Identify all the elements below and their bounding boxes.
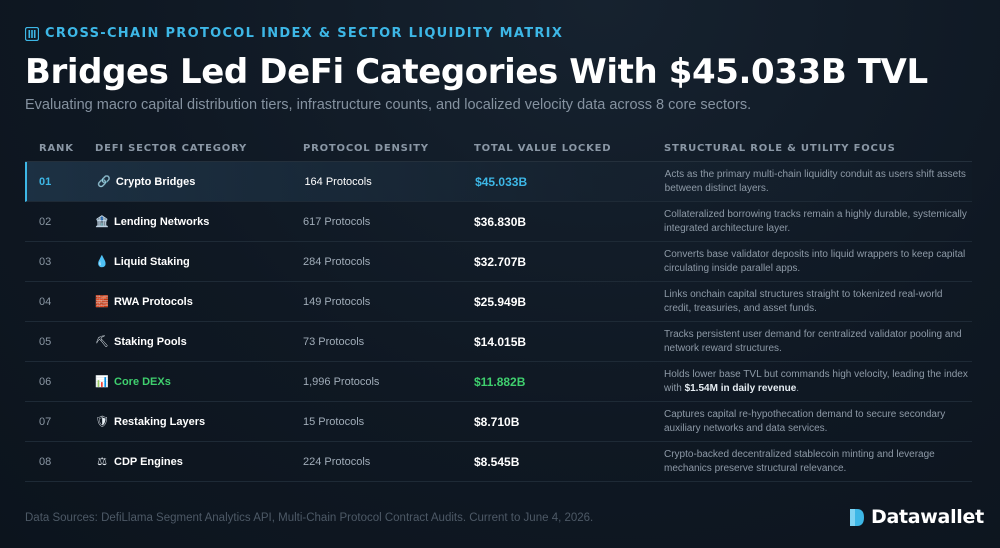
category-cell: 🧱 RWA Protocols	[95, 295, 303, 309]
category-label: Lending Networks	[114, 215, 210, 228]
category-label: RWA Protocols	[114, 295, 193, 308]
density-cell: 224 Protocols	[303, 455, 371, 468]
rank-cell: 07	[39, 415, 52, 428]
bank-icon: 🏦	[95, 216, 109, 228]
bar-chart-icon: 📊	[95, 376, 109, 388]
role-cell: Tracks persistent user demand for centra…	[664, 328, 962, 354]
datawallet-logo-icon	[850, 508, 864, 526]
table-row[interactable]: 03 💧 Liquid Staking 284 Protocols $32.70…	[25, 242, 972, 282]
category-cell: 🏦 Lending Networks	[95, 215, 303, 229]
column-header-rank: RANK	[39, 143, 74, 154]
table-row[interactable]: 08 ⚖ CDP Engines 224 Protocols $8.545B C…	[25, 442, 972, 482]
role-cell: Holds lower base TVL but commands high v…	[664, 368, 972, 396]
category-label: Core DEXs	[114, 375, 171, 388]
tvl-cell: $8.545B	[474, 454, 520, 469]
density-cell: 284 Protocols	[303, 255, 371, 268]
table-row[interactable]: 04 🧱 RWA Protocols 149 Protocols $25.949…	[25, 282, 972, 322]
category-label: CDP Engines	[114, 455, 183, 468]
bricks-icon: 🧱	[95, 296, 109, 308]
page-title: Bridges Led DeFi Categories With $45.033…	[25, 52, 928, 92]
density-cell: 73 Protocols	[303, 335, 365, 348]
role-cell: Converts base validator deposits into li…	[664, 248, 966, 274]
tvl-cell: $45.033B	[475, 174, 528, 189]
table-row[interactable]: 02 🏦 Lending Networks 617 Protocols $36.…	[25, 202, 972, 242]
category-label: Restaking Layers	[114, 415, 206, 428]
role-cell: Crypto-backed decentralized stablecoin m…	[664, 448, 935, 474]
rank-cell: 04	[39, 295, 52, 308]
density-cell: 1,996 Protocols	[303, 375, 380, 388]
density-cell: 149 Protocols	[303, 295, 371, 308]
role-cell: Acts as the primary multi-chain liquidit…	[664, 168, 966, 194]
data-sources-footer: Data Sources: DefiLlama Segment Analytic…	[25, 512, 594, 524]
tvl-cell: $36.830B	[474, 214, 527, 229]
kicker-text: CROSS-CHAIN PROTOCOL INDEX & SECTOR LIQU…	[45, 26, 564, 41]
category-label: Crypto Bridges	[115, 175, 196, 188]
brand[interactable]: Datawallet	[849, 506, 984, 528]
column-header-category: DEFI SECTOR CATEGORY	[95, 143, 248, 154]
column-header-density: PROTOCOL DENSITY	[303, 143, 429, 154]
role-highlight: $1.54M in daily revenue	[684, 382, 797, 394]
density-cell: 15 Protocols	[303, 415, 365, 428]
table-row[interactable]: 07 🛡 Restaking Layers 15 Protocols $8.71…	[25, 402, 972, 442]
sector-table: RANK DEFI SECTOR CATEGORY PROTOCOL DENSI…	[25, 136, 972, 482]
shield-icon: 🛡	[95, 416, 109, 428]
rank-cell: 08	[39, 455, 52, 468]
bar-columns-icon	[25, 26, 39, 41]
category-cell: 💧 Liquid Staking	[95, 255, 303, 269]
tvl-cell: $14.015B	[474, 334, 527, 349]
tvl-cell: $32.707B	[474, 254, 527, 269]
density-cell: 617 Protocols	[303, 215, 371, 228]
role-text-end: .	[796, 382, 800, 394]
rank-cell: 02	[39, 215, 52, 228]
column-header-tvl: TOTAL VALUE LOCKED	[474, 143, 612, 154]
rank-cell: 06	[39, 375, 52, 388]
category-cell: 🛡 Restaking Layers	[95, 415, 303, 429]
column-header-role: STRUCTURAL ROLE & UTILITY FOCUS	[664, 143, 896, 154]
category-cell: ⚖ CDP Engines	[95, 455, 303, 469]
role-cell: Links onchain capital structures straigh…	[664, 288, 943, 314]
rank-cell: 03	[39, 255, 52, 268]
role-cell: Collateralized borrowing tracks remain a…	[664, 208, 967, 234]
tvl-cell: $25.949B	[474, 294, 527, 309]
brand-name: Datawallet	[871, 506, 984, 528]
table-header: RANK DEFI SECTOR CATEGORY PROTOCOL DENSI…	[25, 136, 972, 162]
table-row[interactable]: 05 ⛏ Staking Pools 73 Protocols $14.015B…	[25, 322, 972, 362]
rank-cell: 01	[39, 175, 52, 188]
role-cell: Captures capital re-hypothecation demand…	[664, 408, 946, 434]
link-icon: 🔗	[97, 176, 111, 188]
kicker: CROSS-CHAIN PROTOCOL INDEX & SECTOR LIQU…	[25, 26, 563, 41]
category-label: Liquid Staking	[114, 255, 190, 268]
tvl-cell: $11.882B	[474, 374, 526, 389]
rank-cell: 05	[39, 335, 52, 348]
pickaxe-icon: ⛏	[95, 336, 109, 348]
page-subtitle: Evaluating macro capital distribution ti…	[25, 97, 752, 113]
droplet-icon: 💧	[95, 256, 109, 268]
table-row[interactable]: 01 🔗 Crypto Bridges 164 Protocols $45.03…	[25, 162, 972, 202]
tvl-cell: $8.710B	[474, 414, 520, 429]
category-cell: 📊 Core DEXs	[95, 375, 303, 389]
category-label: Staking Pools	[114, 335, 187, 348]
table-row[interactable]: 06 📊 Core DEXs 1,996 Protocols $11.882B …	[25, 362, 972, 402]
category-cell: ⛏ Staking Pools	[95, 335, 303, 349]
category-cell: 🔗 Crypto Bridges	[97, 175, 305, 189]
density-cell: 164 Protocols	[304, 175, 372, 188]
scales-icon: ⚖	[97, 456, 107, 468]
role-text: Holds lower base TVL but commands high v…	[664, 368, 968, 394]
